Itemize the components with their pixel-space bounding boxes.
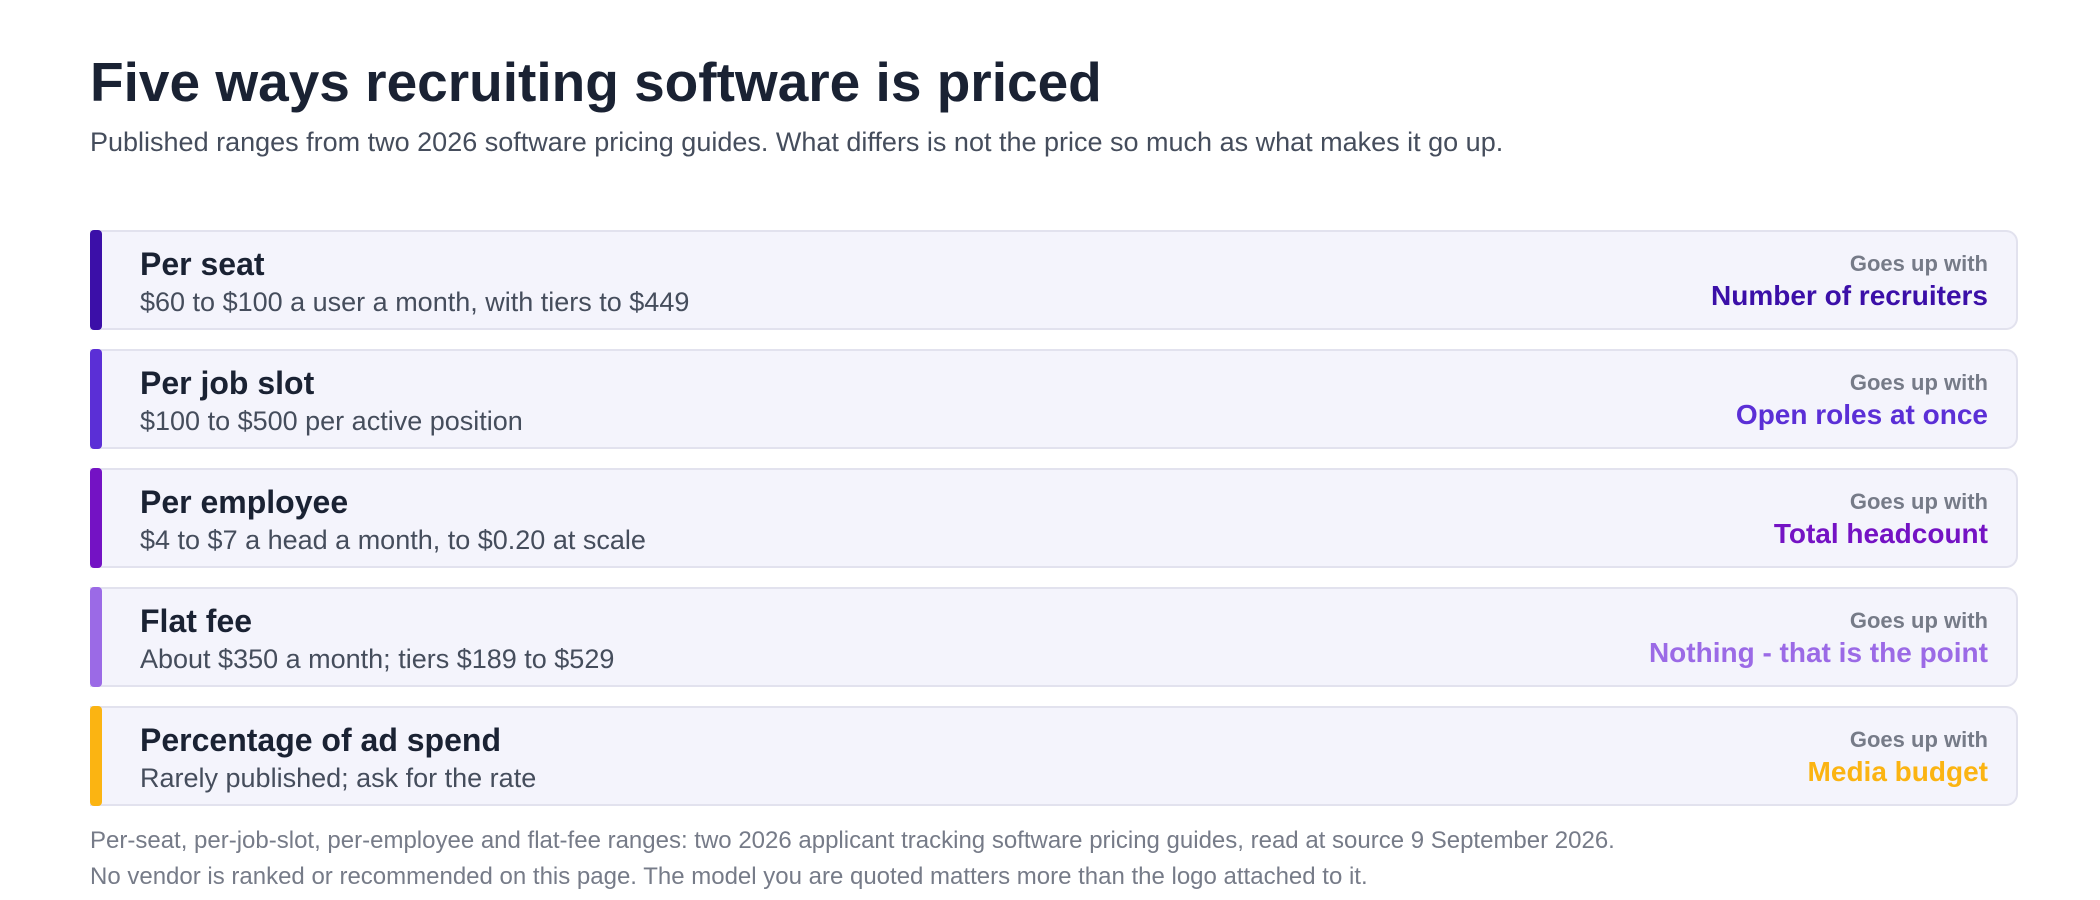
goes-up-with-label: Goes up with xyxy=(1849,608,1988,633)
source-footnote: Per-seat, per-job-slot, per-employee and… xyxy=(90,823,1615,895)
row-accent-bar xyxy=(90,230,102,330)
pricing-model-name: Percentage of ad spend xyxy=(140,722,501,758)
price-range: About $350 a month; tiers $189 to $529 xyxy=(140,644,615,674)
pricing-row-ad-spend: Percentage of ad spend Rarely published;… xyxy=(90,706,2018,806)
pricing-row-per-seat: Per seat $60 to $100 a user a month, wit… xyxy=(90,230,2018,330)
row-accent-bar xyxy=(90,706,102,806)
pricing-row-flat-fee: Flat fee About $350 a month; tiers $189 … xyxy=(90,587,2018,687)
goes-up-with-label: Goes up with xyxy=(1849,370,1988,395)
cost-driver: Open roles at once xyxy=(1735,399,1988,430)
row-accent-bar xyxy=(90,468,102,568)
goes-up-with-label: Goes up with xyxy=(1849,727,1988,752)
pricing-row-per-job-slot: Per job slot $100 to $500 per active pos… xyxy=(90,349,2018,449)
cost-driver: Total headcount xyxy=(1773,518,1988,549)
page-subtitle: Published ranges from two 2026 software … xyxy=(90,127,1504,157)
cost-driver: Media budget xyxy=(1807,756,1988,787)
pricing-model-name: Flat fee xyxy=(140,603,253,639)
footnote-disclaimer-line: No vendor is ranked or recommended on th… xyxy=(90,863,1368,890)
pricing-model-name: Per seat xyxy=(140,246,265,282)
goes-up-with-label: Goes up with xyxy=(1849,251,1988,276)
pricing-model-name: Per employee xyxy=(140,484,349,520)
row-accent-bar xyxy=(90,587,102,687)
goes-up-with-label: Goes up with xyxy=(1849,489,1988,514)
pricing-row-per-employee: Per employee $4 to $7 a head a month, to… xyxy=(90,468,2018,568)
page-title: Five ways recruiting software is priced xyxy=(90,51,1102,113)
price-range: $4 to $7 a head a month, to $0.20 at sca… xyxy=(140,525,646,555)
cost-driver: Nothing - that is the point xyxy=(1648,637,1988,668)
row-accent-bar xyxy=(90,349,102,449)
footnote-source-line: Per-seat, per-job-slot, per-employee and… xyxy=(90,827,1615,854)
price-range: Rarely published; ask for the rate xyxy=(140,763,537,793)
cost-driver: Number of recruiters xyxy=(1711,280,1988,311)
price-range: $100 to $500 per active position xyxy=(140,406,523,436)
price-range: $60 to $100 a user a month, with tiers t… xyxy=(140,287,690,317)
pricing-model-name: Per job slot xyxy=(140,365,315,401)
pricing-model-list: Per seat $60 to $100 a user a month, wit… xyxy=(90,230,2018,825)
